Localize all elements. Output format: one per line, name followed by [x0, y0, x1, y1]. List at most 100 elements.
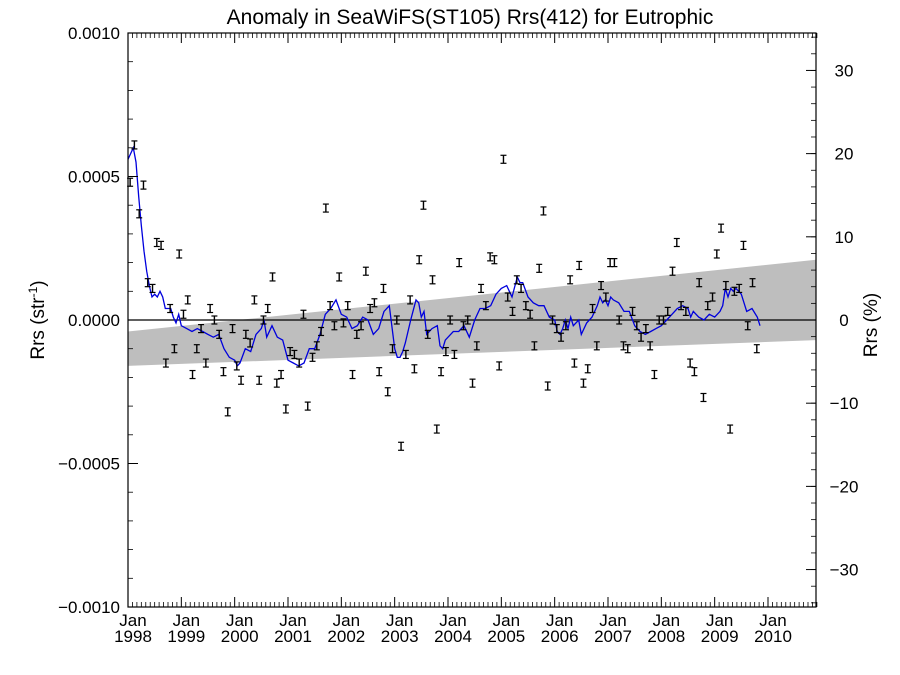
anomaly-point: [682, 306, 689, 316]
x-tick-label-year: 1999: [167, 627, 205, 646]
anomaly-point: [362, 266, 369, 276]
running-mean-line: [127, 145, 761, 368]
y-axis-label-right: Rrs (%): [861, 293, 882, 357]
anomaly-point: [358, 321, 365, 331]
anomaly-point: [580, 378, 587, 388]
anomaly-point: [553, 324, 560, 334]
anomaly-point: [331, 321, 338, 331]
x-tick-label-month: Jan: [759, 611, 786, 630]
x-tick-label-year: 2009: [701, 627, 739, 646]
y-axis-label-left-sup: -1: [26, 286, 40, 297]
anomaly-point: [131, 140, 138, 150]
anomaly-point: [376, 367, 383, 377]
anomaly-point: [731, 286, 738, 296]
anomaly-point: [353, 329, 360, 339]
anomaly-point: [487, 252, 494, 262]
anomaly-point: [153, 237, 160, 248]
anomaly-point: [340, 318, 347, 328]
y-axis-label-left: Rrs (str-1): [26, 280, 49, 359]
anomaly-point: [144, 278, 151, 288]
x-tick-label-month: Jan: [493, 611, 520, 630]
anomaly-point: [211, 315, 218, 325]
anomaly-point: [242, 329, 249, 339]
anomaly-point: [713, 249, 720, 259]
anomaly-point: [513, 275, 520, 285]
y2-tick-label: 10: [835, 228, 854, 247]
anomaly-point: [589, 303, 596, 314]
anomaly-point: [233, 361, 240, 371]
y-tick-label: −0.0005: [58, 455, 120, 474]
anomaly-point: [642, 324, 649, 334]
x-tick-label-year: 2010: [754, 627, 792, 646]
anomaly-point: [313, 341, 320, 351]
anomaly-point: [282, 404, 289, 414]
anomaly-point: [593, 341, 600, 351]
anomaly-point: [704, 301, 711, 311]
anomaly-point: [433, 424, 440, 434]
x-tick-label-year: 2000: [221, 627, 259, 646]
anomaly-point: [638, 332, 645, 342]
anomaly-point: [469, 378, 476, 388]
y-tick-label: −0.0010: [58, 598, 120, 617]
anomaly-point: [407, 295, 414, 305]
x-tick-label-month: Jan: [653, 611, 680, 630]
y-tick-label: 0.0000: [68, 311, 120, 330]
anomaly-point: [291, 349, 298, 360]
anomaly-point: [571, 358, 578, 368]
anomaly-point: [722, 280, 729, 291]
anomaly-point: [393, 315, 400, 325]
anomaly-point: [482, 301, 489, 311]
anomaly-point: [527, 309, 534, 319]
x-tick-label-month: Jan: [279, 611, 306, 630]
x-tick-label-month: Jan: [706, 611, 733, 630]
anomaly-point: [687, 358, 694, 368]
anomaly-point: [740, 240, 747, 250]
y2-tick-label: 20: [835, 145, 854, 164]
anomaly-point: [256, 375, 263, 385]
anomaly-point: [273, 378, 280, 388]
trend-band-layer: [128, 259, 816, 366]
anomaly-point: [491, 255, 498, 265]
anomaly-point: [660, 315, 667, 325]
anomaly-point: [300, 309, 307, 319]
x-tick-label-year: 2004: [434, 627, 472, 646]
y-axis-label-left-end: ): [28, 280, 49, 286]
anomaly-point: [389, 344, 396, 354]
anomaly-points-layer: [127, 140, 760, 451]
x-tick-label-month: Jan: [226, 611, 253, 630]
anomaly-point: [736, 283, 743, 294]
anomaly-point: [207, 303, 214, 314]
anomaly-point: [193, 344, 200, 354]
anomaly-point: [602, 292, 609, 302]
x-tick-label-year: 2008: [647, 627, 685, 646]
anomaly-point: [562, 321, 569, 331]
anomaly-point: [700, 392, 707, 403]
anomaly-point: [149, 283, 156, 294]
anomaly-point: [584, 364, 591, 374]
anomaly-point: [336, 272, 343, 282]
y2-tick-label: 0: [839, 311, 848, 330]
anomaly-point: [718, 223, 725, 233]
anomaly-point: [509, 306, 516, 316]
anomaly-point: [220, 367, 227, 377]
anomaly-point: [380, 283, 387, 294]
anomaly-point: [264, 303, 271, 314]
anomaly-point: [371, 298, 378, 308]
anomaly-point: [647, 341, 654, 351]
anomaly-point: [296, 358, 303, 368]
x-tick-label-month: Jan: [546, 611, 573, 630]
anomaly-point: [176, 249, 183, 259]
anomaly-point: [402, 349, 409, 360]
anomaly-point: [180, 309, 187, 319]
anomaly-point: [616, 315, 623, 325]
anomaly-point: [304, 401, 311, 411]
anomaly-point: [171, 344, 178, 354]
x-tick-label-year: 2003: [381, 627, 419, 646]
anomaly-point: [696, 278, 703, 288]
anomaly-point: [567, 275, 574, 285]
anomaly-point: [247, 338, 254, 348]
anomaly-point: [438, 367, 445, 377]
y2-tick-label: −10: [830, 394, 859, 413]
